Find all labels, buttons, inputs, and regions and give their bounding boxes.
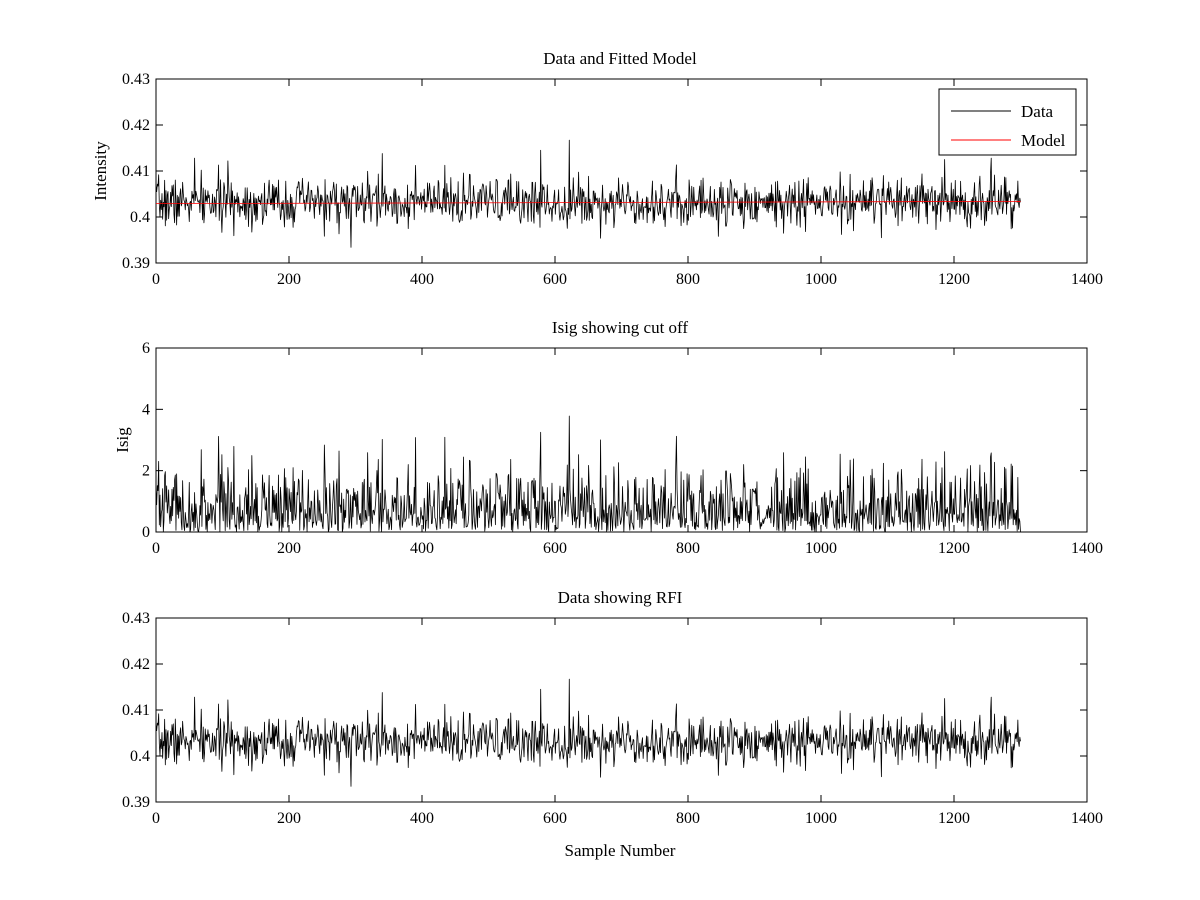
panel-3-ytick-label: 0.4 [130,748,150,765]
panel-1-xtick-label: 200 [277,271,301,288]
panel-3-xtick-label: 1400 [1071,810,1103,827]
panel-1-legend-label-model: Model [1021,131,1066,150]
panel-1-ytick-label: 0.43 [122,71,150,88]
panel-2-axes-box [155,347,1088,533]
panel-1-xtick-label: 400 [410,271,434,288]
panel-3-xtick-label: 1000 [805,810,837,827]
panel-2-series-line-0 [155,415,1021,533]
panel-1-xtick-label: 600 [543,271,567,288]
panel-1-ylabel: Intensity [91,141,110,201]
panel-3-ytick-label: 0.39 [122,794,150,811]
panel-2-title: Isig showing cut off [552,318,688,337]
panel-2-xtick-label: 400 [410,540,434,557]
panel-2-xtick-label: 1200 [938,540,970,557]
panel-1-title: Data and Fitted Model [543,49,697,68]
panel-3-series-line-0 [155,678,1021,787]
panel-1-ytick-label: 0.42 [122,117,150,134]
panel-2: Isig showing cut off Isig 0 200 400 600 800 1… [113,318,1103,557]
panel-2-ytick-label: 0 [142,524,150,541]
panel-1-plot: 0 200 400 600 800 1000 1200 1400 0.39 0.4 0.41 0.42… [122,71,1103,288]
panel-3-xlabel: Sample Number [565,841,676,860]
panel-2-xtick-label: 200 [277,540,301,557]
panel-1-legend-box [938,88,1077,156]
panel-1-xtick-label: 1200 [938,271,970,288]
panel-1: Data and Fitted Model Intensity 0 200 400 6… [91,49,1103,288]
panel-1-xtick-label: 0 [152,271,160,288]
panel-1-axes-box [155,78,1088,264]
panel-3-xtick-label: 0 [152,810,160,827]
panel-3-ytick-label: 0.43 [122,610,150,627]
panel-1-xtick-label: 1400 [1071,271,1103,288]
panel-1-ytick-label: 0.39 [122,255,150,272]
panel-3-xtick-label: 200 [277,810,301,827]
panel-2-xtick-label: 1000 [805,540,837,557]
panel-2-plot: 0 200 400 600 800 1000 1200 1400 0 2 4 6 [142,340,1103,557]
panel-1-xtick-label: 1000 [805,271,837,288]
panel-1-series-model [155,200,1021,205]
panel-3-xtick-label: 600 [543,810,567,827]
panel-3: Data showing RFI Sample Number 0 200 400 60… [122,588,1103,860]
panel-2-xtick-label: 600 [543,540,567,557]
panel-1-ytick-label: 0.4 [130,209,150,226]
panel-2-xtick-label: 1400 [1071,540,1103,557]
panel-1-xtick-label: 800 [676,271,700,288]
panel-2-ytick-label: 6 [142,340,150,357]
panel-3-title: Data showing RFI [558,588,683,607]
panel-2-xtick-label: 800 [676,540,700,557]
panel-3-ytick-label: 0.42 [122,656,150,673]
panel-3-plot: 0 200 400 600 800 1000 1200 1400 0.39 0.4 0.41 0.42… [122,610,1103,827]
panel-1-legend-label-data: Data [1021,102,1054,121]
panel-2-ytick-label: 4 [142,401,150,418]
panel-3-axes-box [155,617,1088,803]
panel-3-xtick-label: 1200 [938,810,970,827]
panel-2-xtick-label: 0 [152,540,160,557]
panel-3-ytick-label: 0.41 [122,702,150,719]
panel-2-ylabel: Isig [113,427,132,453]
panel-3-xtick-label: 800 [676,810,700,827]
panel-1-series-data [155,139,1021,248]
panel-1-ytick-label: 0.41 [122,163,150,180]
panel-3-xtick-label: 400 [410,810,434,827]
panel-2-ytick-label: 2 [142,463,150,480]
